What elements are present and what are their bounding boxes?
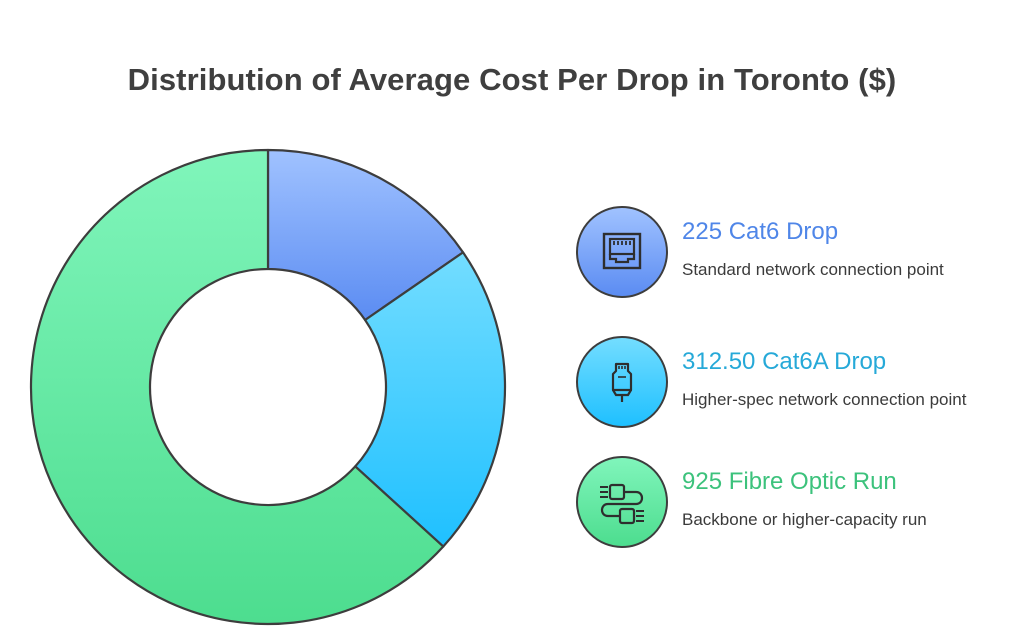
chart-title: Distribution of Average Cost Per Drop in… [127, 62, 897, 97]
donut-slice-cat6a [354, 251, 507, 548]
legend-item-cat6a: 312.50 Cat6A Drop Higher-spec network co… [576, 336, 1016, 436]
legend-label-cat6: 225 Cat6 Drop [682, 218, 839, 245]
legend-badge-cat6a [576, 336, 668, 428]
donut-slice-cat6 [266, 148, 465, 322]
legend-desc-cat6a: Higher-spec network connection point [682, 390, 967, 409]
legend-label-cat6a: 312.50 Cat6A Drop [682, 348, 887, 375]
legend-badge-cat6 [576, 206, 668, 298]
network-plug-icon [611, 362, 633, 402]
legend-desc-fibre: Backbone or higher-capacity run [682, 510, 927, 529]
legend-desc-cat6: Standard network connection point [682, 260, 944, 279]
legend-badge-fibre [576, 456, 668, 548]
donut-slice-fibre [29, 148, 445, 626]
legend-item-cat6: 225 Cat6 Drop Standard network connectio… [576, 206, 1016, 306]
legend-item-fibre: 925 Fibre Optic Run Backbone or higher-c… [576, 456, 1016, 556]
ethernet-port-icon [602, 232, 642, 270]
fibre-connector-icon [600, 483, 644, 525]
donut-chart [29, 148, 507, 626]
legend-label-fibre: 925 Fibre Optic Run [682, 468, 897, 495]
